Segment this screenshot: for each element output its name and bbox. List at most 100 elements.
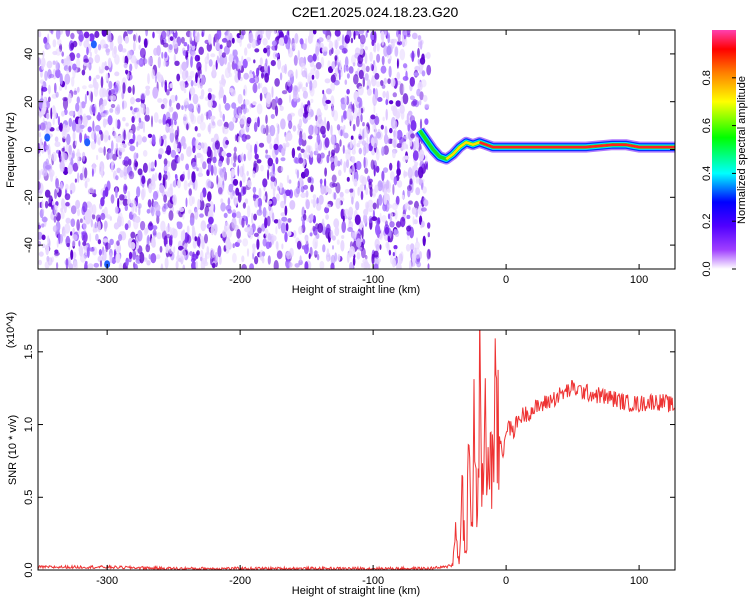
snr-ytick-label: 0.5 <box>23 490 35 505</box>
noise-speckle <box>412 150 419 161</box>
noise-speckle <box>41 107 46 115</box>
noise-speckle <box>232 162 237 168</box>
noise-speckle <box>133 159 138 171</box>
noise-speckle <box>44 200 49 209</box>
noise-speckle <box>199 121 206 131</box>
noise-speckle <box>122 143 127 149</box>
noise-speckle <box>291 43 297 49</box>
noise-speckle <box>191 171 196 183</box>
noise-speckle <box>273 30 277 35</box>
noise-speckle <box>361 227 364 239</box>
noise-speckle <box>275 53 280 58</box>
noise-speckle <box>138 44 141 50</box>
noise-speckle <box>303 184 309 190</box>
noise-speckle <box>189 217 195 226</box>
noise-speckle <box>65 201 70 207</box>
noise-speckle <box>274 78 280 87</box>
noise-speckle <box>298 157 304 164</box>
noise-speckle <box>186 146 192 157</box>
noise-speckle <box>218 90 223 98</box>
noise-speckle <box>166 89 170 96</box>
noise-speckle <box>46 60 53 69</box>
noise-speckle <box>288 120 293 130</box>
noise-speckle <box>221 171 228 182</box>
noise-speckle <box>381 146 385 156</box>
noise-speckle <box>237 192 242 203</box>
noise-speckle <box>130 129 133 135</box>
noise-speckle <box>164 203 169 210</box>
spectrogram-ytick-label: 0 <box>23 146 35 152</box>
noise-speckle <box>233 151 237 163</box>
noise-speckle <box>127 50 133 60</box>
noise-speckle <box>226 155 230 166</box>
noise-speckle <box>269 171 276 178</box>
noise-speckle <box>183 180 188 191</box>
noise-speckle <box>218 255 222 265</box>
noise-speckle <box>358 30 365 35</box>
noise-speckle <box>133 218 139 230</box>
noise-speckle <box>196 133 202 138</box>
noise-speckle <box>116 119 121 130</box>
noise-speckle <box>237 93 243 105</box>
noise-speckle <box>359 174 365 184</box>
noise-speckle <box>400 110 405 120</box>
noise-speckle <box>210 225 215 236</box>
noise-speckle <box>343 132 349 139</box>
noise-speckle <box>143 257 148 262</box>
noise-speckle <box>48 169 55 178</box>
noise-speckle <box>39 137 43 150</box>
noise-speckle <box>326 120 330 132</box>
noise-speckle <box>346 108 352 121</box>
noise-speckle <box>336 124 341 131</box>
noise-speckle <box>383 77 387 85</box>
noise-speckle <box>141 175 146 185</box>
noise-speckle <box>365 65 370 73</box>
noise-speckle <box>92 228 98 233</box>
noise-speckle <box>270 114 275 119</box>
noise-speckle <box>136 125 140 131</box>
noise-speckle <box>271 212 275 222</box>
noise-speckle <box>351 156 356 163</box>
noise-speckle <box>387 78 391 85</box>
noise-speckle <box>246 170 249 177</box>
noise-speckle <box>284 231 288 243</box>
noise-speckle <box>253 121 258 133</box>
noise-speckle <box>92 204 97 216</box>
noise-speckle <box>222 126 229 135</box>
noise-speckle <box>163 194 168 203</box>
noise-speckle <box>210 53 216 58</box>
noise-speckle <box>170 149 176 158</box>
noise-speckle <box>188 188 192 196</box>
noise-speckle <box>76 86 80 93</box>
noise-speckle <box>68 117 73 127</box>
noise-speckle <box>329 157 334 163</box>
noise-speckle <box>246 180 252 188</box>
noise-speckle <box>274 105 279 117</box>
noise-speckle <box>400 216 406 228</box>
noise-speckle <box>421 220 425 228</box>
noise-speckle <box>272 235 277 242</box>
noise-speckle <box>214 140 220 150</box>
noise-speckle <box>71 119 77 132</box>
snr-xtick-label: -100 <box>362 575 384 587</box>
noise-speckle <box>304 236 309 245</box>
noise-speckle <box>237 68 241 81</box>
noise-speckle <box>317 222 324 234</box>
noise-speckle <box>270 181 274 190</box>
noise-speckle <box>149 221 153 227</box>
noise-speckle <box>185 49 189 56</box>
noise-speckle <box>243 88 246 96</box>
noise-speckle <box>418 177 422 186</box>
noise-speckle <box>62 123 67 136</box>
noise-speckle <box>40 70 43 78</box>
noise-speckle <box>223 212 228 219</box>
noise-speckle <box>387 213 391 220</box>
noise-speckle <box>151 134 156 145</box>
noise-speckle <box>72 162 79 172</box>
noise-speckle <box>207 99 213 108</box>
noise-speckle <box>173 140 178 150</box>
noise-speckle <box>417 35 422 41</box>
noise-speckle <box>43 96 46 102</box>
noise-speckle <box>322 244 326 253</box>
